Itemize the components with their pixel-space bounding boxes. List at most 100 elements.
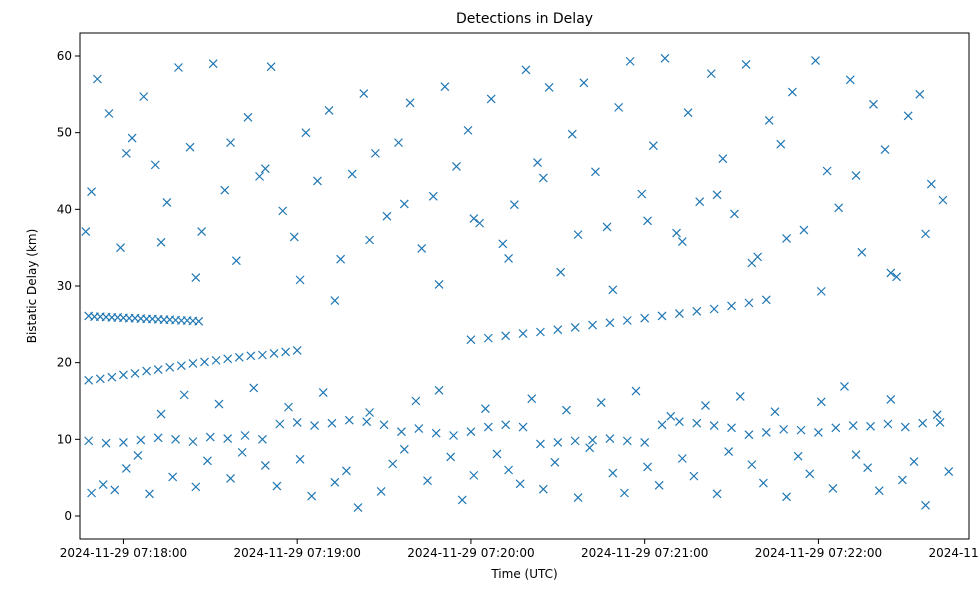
x-tick-label: 2024-11-29 07:19:00 xyxy=(233,546,360,560)
detection-point xyxy=(307,491,317,501)
detection-point xyxy=(200,357,209,367)
detection-point xyxy=(469,470,479,480)
detection-point xyxy=(278,206,288,216)
detection-point xyxy=(399,199,409,209)
detection-point xyxy=(921,229,930,239)
detection-point xyxy=(782,234,791,243)
detection-point xyxy=(712,190,722,200)
detection-point xyxy=(799,225,809,235)
detection-point xyxy=(281,347,291,357)
detection-point xyxy=(220,185,230,195)
detection-point xyxy=(770,407,780,417)
detection-point xyxy=(295,454,305,464)
detection-point xyxy=(504,465,513,475)
detection-point xyxy=(98,480,108,489)
detection-point xyxy=(579,78,589,88)
detection-point xyxy=(194,316,204,326)
detection-point xyxy=(938,195,948,205)
detection-point xyxy=(892,272,902,282)
detection-point xyxy=(116,243,125,253)
detection-point xyxy=(851,171,861,181)
detection-point xyxy=(727,301,736,311)
detection-point xyxy=(944,467,954,476)
detection-point xyxy=(744,298,754,308)
y-axis-label: Bistatic Delay (km) xyxy=(25,229,39,344)
detection-point xyxy=(446,452,456,462)
detection-point xyxy=(492,449,502,459)
detection-point xyxy=(900,422,910,432)
x-axis: 2024-11-29 07:18:00 2024-11-29 07:19:00 20… xyxy=(60,539,979,560)
detection-point xyxy=(709,304,719,314)
detection-point xyxy=(202,456,212,466)
detection-point xyxy=(431,428,441,438)
detection-point xyxy=(886,395,896,404)
x-tick-label: 2024-11-29 07:18:00 xyxy=(60,546,187,560)
detection-point xyxy=(417,244,427,253)
detection-point xyxy=(475,218,485,228)
detection-point xyxy=(376,487,386,496)
detection-point xyxy=(463,125,473,135)
y-tick-label: 30 xyxy=(57,279,72,293)
detection-point xyxy=(518,422,528,432)
detection-point xyxy=(121,464,131,473)
detection-point xyxy=(226,474,236,483)
detection-point xyxy=(544,83,554,92)
detection-point xyxy=(101,438,111,448)
detection-point xyxy=(813,428,823,437)
detection-point xyxy=(188,359,198,368)
detection-point xyxy=(469,214,479,223)
detection-point xyxy=(614,102,624,112)
detection-point xyxy=(674,417,684,427)
detection-point xyxy=(434,385,444,395)
detection-point xyxy=(498,239,508,249)
detection-point xyxy=(683,108,693,118)
detection-point xyxy=(127,133,137,143)
detection-point xyxy=(779,424,789,434)
detection-point xyxy=(602,222,612,232)
detection-point xyxy=(567,129,577,139)
detection-point xyxy=(92,74,102,84)
y-tick-label: 10 xyxy=(57,432,72,446)
detection-point xyxy=(553,325,563,335)
detection-point xyxy=(341,466,351,476)
detection-point xyxy=(226,138,236,148)
detection-point xyxy=(81,227,91,236)
detection-point xyxy=(95,374,105,384)
detection-point xyxy=(246,351,256,361)
detection-point xyxy=(674,309,684,319)
detection-point xyxy=(214,399,224,409)
detection-point xyxy=(640,437,650,447)
detection-point xyxy=(87,488,97,498)
detection-point xyxy=(570,322,580,332)
detection-point xyxy=(845,75,855,85)
detection-point xyxy=(330,296,340,305)
detection-point xyxy=(399,444,409,454)
x-tick-label: 2024-11-29 07:23:00 xyxy=(928,546,979,560)
x-axis-label: Time (UTC) xyxy=(490,567,557,581)
detection-point xyxy=(730,209,739,219)
detection-point xyxy=(932,410,942,420)
chart-title: Detections in Delay xyxy=(456,11,593,27)
detection-point xyxy=(553,437,563,447)
detection-point xyxy=(619,488,629,498)
detection-point xyxy=(761,295,771,305)
detection-point xyxy=(874,486,884,496)
detection-point xyxy=(84,375,94,385)
detection-point xyxy=(724,447,734,457)
detection-point xyxy=(434,280,444,289)
detection-point xyxy=(672,228,681,238)
detection-point xyxy=(87,187,97,197)
detection-point xyxy=(857,247,867,257)
detection-point xyxy=(643,462,652,472)
detection-point xyxy=(289,232,299,242)
detection-point xyxy=(153,433,163,443)
detection-point xyxy=(379,420,389,430)
detection-point xyxy=(640,313,650,323)
detection-point xyxy=(327,418,337,428)
detection-point xyxy=(761,428,771,437)
detection-point xyxy=(556,267,566,277)
y-tick-label: 60 xyxy=(57,49,72,63)
detection-point xyxy=(249,383,259,393)
detection-point xyxy=(637,189,647,199)
